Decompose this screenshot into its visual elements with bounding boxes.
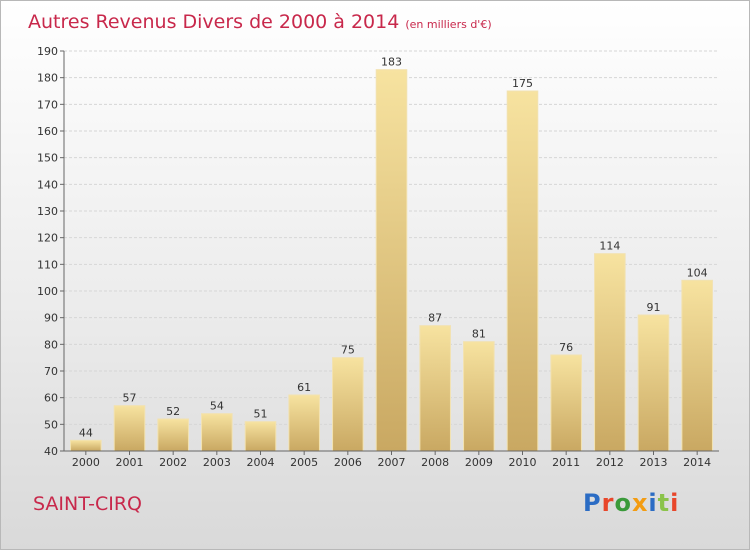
y-tick-label: 190 <box>37 45 58 58</box>
bar <box>681 279 713 452</box>
x-tick-label: 2007 <box>378 456 406 469</box>
chart-title: Autres Revenus Divers de 2000 à 2014 (en … <box>28 11 492 33</box>
x-tick-label: 2002 <box>159 456 187 469</box>
logo-letter: P <box>583 489 602 517</box>
x-tick-label: 2012 <box>596 456 624 469</box>
data-label: 175 <box>512 77 533 90</box>
data-label: 52 <box>166 405 180 418</box>
bar <box>463 341 495 452</box>
x-tick-label: 2011 <box>552 456 580 469</box>
bar <box>332 357 364 452</box>
x-tick-label: 2001 <box>116 456 144 469</box>
bar <box>244 421 277 452</box>
data-label: 114 <box>599 240 620 253</box>
logo-letter: t <box>657 489 671 517</box>
y-tick-label: 170 <box>37 98 58 111</box>
data-label: 44 <box>79 426 93 439</box>
x-tick-label: 2005 <box>290 456 318 469</box>
title-main: Autres Revenus Divers de 2000 à 2014 <box>28 11 400 33</box>
y-tick-label: 70 <box>44 365 58 378</box>
logo-letter: r <box>601 489 615 517</box>
bar <box>375 69 408 452</box>
x-tick-label: 2000 <box>72 456 100 469</box>
bar <box>70 439 102 452</box>
y-tick-label: 180 <box>37 72 58 85</box>
bar <box>113 405 146 452</box>
bar <box>637 314 670 452</box>
y-tick-label: 50 <box>44 418 58 431</box>
x-tick-label: 2003 <box>203 456 231 469</box>
y-tick-label: 150 <box>37 152 58 165</box>
x-tick-label: 2004 <box>247 456 275 469</box>
logo-letter: i <box>648 489 658 517</box>
y-tick-label: 60 <box>44 392 58 405</box>
x-tick-label: 2008 <box>421 456 449 469</box>
bar <box>419 325 451 452</box>
y-tick-label: 160 <box>37 125 58 138</box>
data-label: 54 <box>210 400 224 413</box>
data-label: 51 <box>254 408 268 421</box>
y-tick-label: 90 <box>44 312 58 325</box>
y-tick-label: 80 <box>44 338 58 351</box>
x-tick-label: 2006 <box>334 456 362 469</box>
data-label: 57 <box>123 392 137 405</box>
data-label: 87 <box>428 312 442 325</box>
bar <box>157 418 189 452</box>
y-tick-label: 120 <box>37 232 58 245</box>
proxiti-logo: Proxiti <box>583 489 679 517</box>
y-tick-label: 110 <box>37 258 58 271</box>
logo-letter: o <box>614 489 632 517</box>
data-label: 76 <box>559 341 573 354</box>
bar <box>594 253 626 452</box>
title-unit: (en milliers d'€) <box>405 18 492 31</box>
y-tick-label: 40 <box>44 445 58 458</box>
y-tick-label: 130 <box>37 205 58 218</box>
x-tick-label: 2009 <box>465 456 493 469</box>
x-tick-label: 2013 <box>640 456 668 469</box>
y-tick-label: 100 <box>37 285 58 298</box>
y-tick-label: 140 <box>37 178 58 191</box>
data-label: 75 <box>341 344 355 357</box>
logo-letter: x <box>631 489 649 517</box>
data-label: 183 <box>381 56 402 69</box>
x-tick-label: 2014 <box>683 456 711 469</box>
data-label: 61 <box>297 381 311 394</box>
bar <box>550 354 582 452</box>
logo-letter: i <box>670 489 680 517</box>
bar <box>288 394 320 452</box>
bar <box>201 413 233 452</box>
bar <box>506 90 539 452</box>
x-tick-label: 2010 <box>509 456 537 469</box>
data-label: 81 <box>472 328 486 341</box>
data-label: 104 <box>687 266 708 279</box>
commune-name: SAINT-CIRQ <box>33 493 142 515</box>
data-label: 91 <box>647 301 661 314</box>
